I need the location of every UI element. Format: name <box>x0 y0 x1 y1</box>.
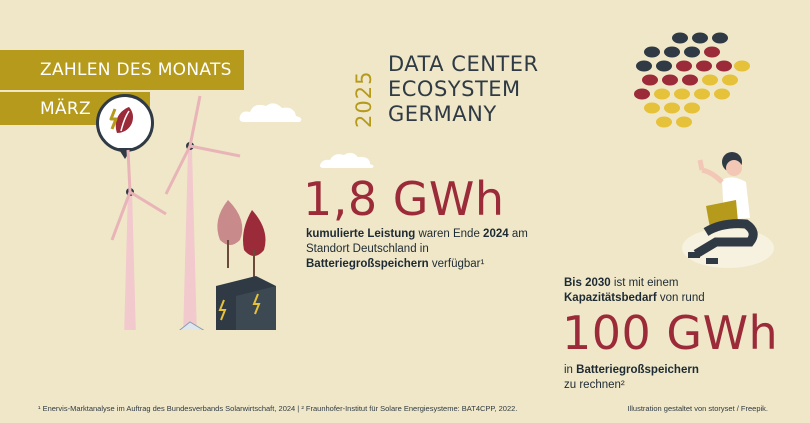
stat1-bold1: kumulierte Leistung <box>306 228 416 240</box>
logo-dot <box>634 88 650 100</box>
logo-dot <box>664 102 680 114</box>
logo-dot <box>692 32 708 44</box>
wind-energy-illustration <box>110 95 276 330</box>
logo-dot <box>664 46 680 58</box>
logo-dot <box>676 60 692 72</box>
logo-dot <box>702 74 718 86</box>
footnote: ¹ Enervis-Marktanalyse im Auftrag des Bu… <box>38 404 518 413</box>
stat1-end: am <box>508 228 528 240</box>
logo-dot <box>716 60 732 72</box>
logo-dot <box>662 74 678 86</box>
logo-dot <box>684 102 700 114</box>
logo-dot <box>642 74 658 86</box>
stat1-year: 2024 <box>483 228 509 240</box>
logo-dot <box>636 60 652 72</box>
logo-dot <box>694 88 710 100</box>
stat2-out-bold: Batteriegroßspeichern <box>576 364 699 376</box>
stat2-intro: Bis 2030 ist mit einem Kapazitätsbedarf … <box>564 276 764 306</box>
title-line-1: DATA CENTER <box>388 52 539 76</box>
stat2-intro-rest: ist mit einem <box>610 277 679 289</box>
logo-dot <box>682 74 698 86</box>
stat2-year: Bis 2030 <box>564 277 611 289</box>
cloud-illustration <box>320 152 374 168</box>
logo-dot <box>696 60 712 72</box>
dot-grid-logo <box>634 32 750 128</box>
stat2-outro: in Batteriegroßspeichern zu rechnen² <box>564 363 764 393</box>
person-illustration <box>682 152 774 268</box>
stat2-value: 100 GWh <box>562 306 779 360</box>
stat2-intro-end: von rund <box>656 292 705 304</box>
stat1-line2: Standort Deutschland in <box>306 243 429 255</box>
banner-label: ZAHLEN DES MONATS <box>0 50 244 90</box>
stat2-bold: Kapazitätsbedarf <box>564 292 657 304</box>
banner-month-text: MÄRZ <box>40 98 91 119</box>
logo-dot <box>672 32 688 44</box>
badge-pointer <box>118 148 132 159</box>
page-title: DATA CENTER ECOSYSTEM GERMANY <box>388 52 539 127</box>
banner-label-text: ZAHLEN DES MONATS <box>40 60 232 80</box>
stat1-line3-end: verfügbar¹ <box>428 258 485 270</box>
cloud-illustration <box>239 103 302 122</box>
logo-dot <box>674 88 690 100</box>
logo-dot <box>714 88 730 100</box>
stat1-value: 1,8 GWh <box>303 172 505 226</box>
logo-dot <box>722 74 738 86</box>
logo-dot <box>712 32 728 44</box>
stat2-out-pre: in <box>564 364 577 376</box>
logo-dot <box>676 116 692 128</box>
logo-dot <box>656 116 672 128</box>
logo-dot <box>644 102 660 114</box>
logo-dot <box>644 46 660 58</box>
logo-dot <box>684 46 700 58</box>
stat1-bold2: Batteriegroßspeichern <box>306 258 429 270</box>
illustration-credit: Illustration gestaltet von storyset / Fr… <box>627 404 768 413</box>
year-label: 2025 <box>352 70 376 128</box>
title-line-3: GERMANY <box>388 102 497 126</box>
stat1-mid: waren Ende <box>415 228 484 240</box>
title-line-2: ECOSYSTEM <box>388 77 521 101</box>
logo-dot <box>734 60 750 72</box>
logo-dot <box>656 60 672 72</box>
stat2-out-line2: zu rechnen² <box>564 379 625 391</box>
lightning-leaf-icon <box>96 94 154 152</box>
logo-dot <box>654 88 670 100</box>
logo-dot <box>704 46 720 58</box>
stat1-description: kumulierte Leistung waren Ende 2024 am S… <box>306 227 556 272</box>
